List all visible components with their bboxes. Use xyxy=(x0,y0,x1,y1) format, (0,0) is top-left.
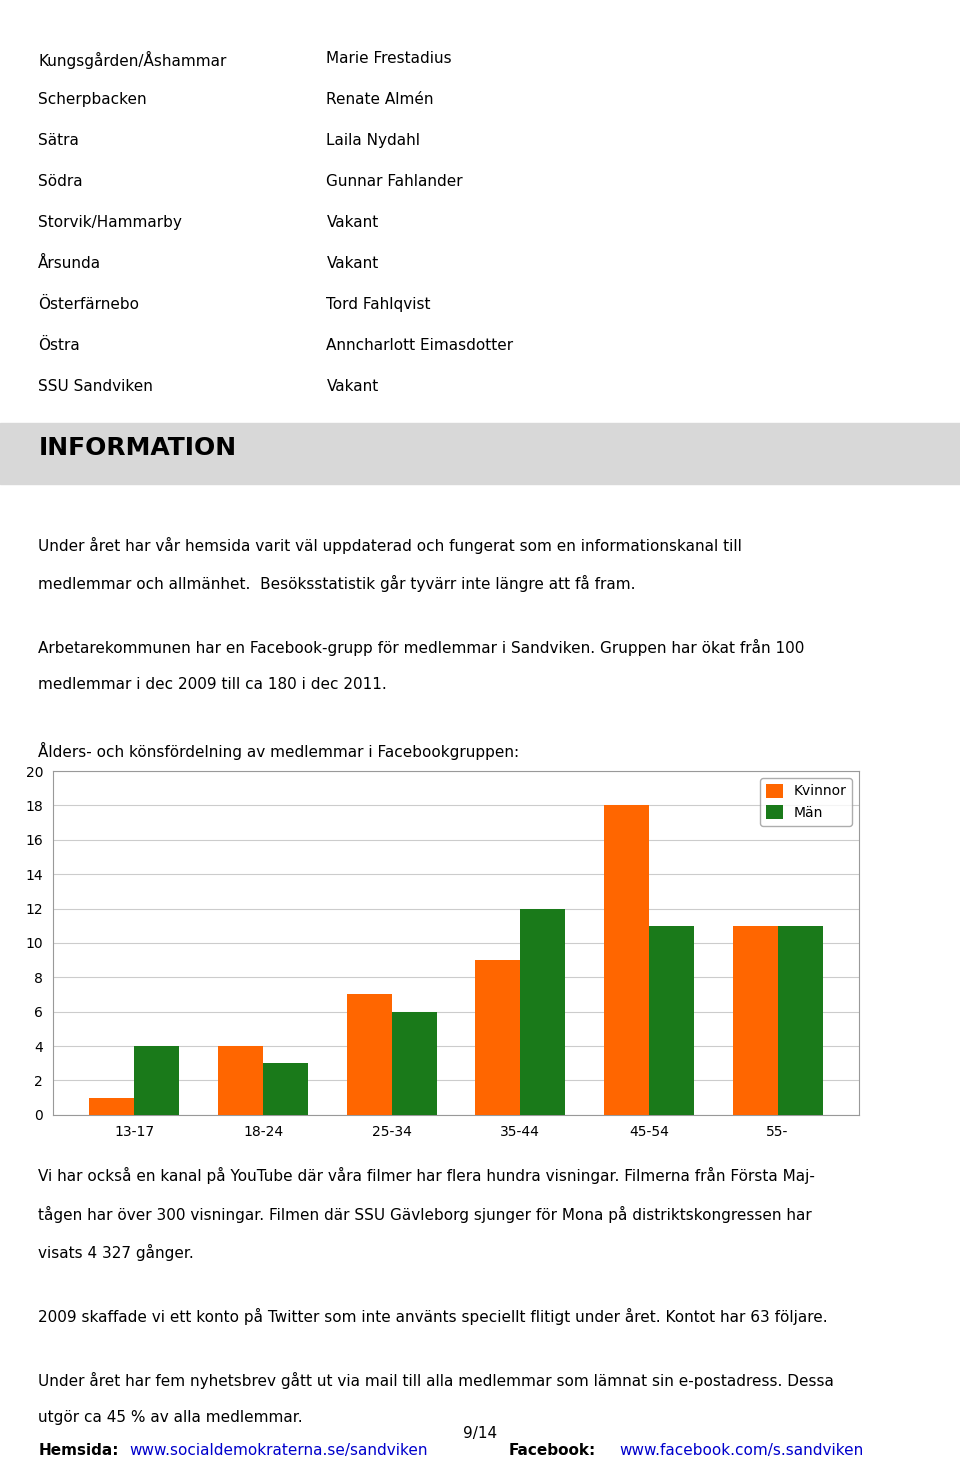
Text: Facebook:: Facebook: xyxy=(509,1443,596,1457)
Bar xyxy=(604,806,649,1115)
Text: Arbetarekommunen har en Facebook-grupp för medlemmar i Sandviken. Gruppen har ök: Arbetarekommunen har en Facebook-grupp f… xyxy=(38,639,804,657)
Bar xyxy=(649,926,694,1115)
Text: Gunnar Fahlander: Gunnar Fahlander xyxy=(326,174,463,189)
Text: INFORMATION: INFORMATION xyxy=(38,436,236,459)
Text: Österfärnebo: Österfärnebo xyxy=(38,297,139,312)
Text: Scherpbacken: Scherpbacken xyxy=(38,92,147,107)
Text: tågen har över 300 visningar. Filmen där SSU Gävleborg sjunger för Mona på distr: tågen har över 300 visningar. Filmen där… xyxy=(38,1206,812,1223)
Text: Vakant: Vakant xyxy=(326,379,378,394)
Text: Laila Nydahl: Laila Nydahl xyxy=(326,133,420,148)
Text: Hemsida:: Hemsida: xyxy=(38,1443,119,1457)
Text: Under året har vår hemsida varit väl uppdaterad och fungerat som en informations: Under året har vår hemsida varit väl upp… xyxy=(38,537,742,554)
Text: Renate Almén: Renate Almén xyxy=(326,92,434,107)
Text: 9/14: 9/14 xyxy=(463,1426,497,1441)
Text: visats 4 327 gånger.: visats 4 327 gånger. xyxy=(38,1244,194,1261)
Bar xyxy=(778,926,823,1115)
Text: www.facebook.com/s.sandviken: www.facebook.com/s.sandviken xyxy=(619,1443,863,1457)
Bar xyxy=(218,1046,263,1115)
Bar xyxy=(732,926,778,1115)
Text: SSU Sandviken: SSU Sandviken xyxy=(38,379,154,394)
Text: utgör ca 45 % av alla medlemmar.: utgör ca 45 % av alla medlemmar. xyxy=(38,1410,303,1425)
Text: Marie Frestadius: Marie Frestadius xyxy=(326,51,452,66)
Bar xyxy=(89,1097,134,1115)
Bar xyxy=(392,1012,437,1115)
Text: Vakant: Vakant xyxy=(326,215,378,230)
Text: Anncharlott Eimasdotter: Anncharlott Eimasdotter xyxy=(326,338,514,353)
Text: medlemmar i dec 2009 till ca 180 i dec 2011.: medlemmar i dec 2009 till ca 180 i dec 2… xyxy=(38,677,387,692)
Text: Kungsgården/Åshammar: Kungsgården/Åshammar xyxy=(38,51,227,69)
Text: Storvik/Hammarby: Storvik/Hammarby xyxy=(38,215,182,230)
Text: Sätra: Sätra xyxy=(38,133,80,148)
Bar xyxy=(347,995,392,1115)
Bar xyxy=(134,1046,180,1115)
Text: Årsunda: Årsunda xyxy=(38,256,102,271)
Text: www.socialdemokraterna.se/sandviken: www.socialdemokraterna.se/sandviken xyxy=(130,1443,428,1457)
Text: medlemmar och allmänhet.  Besöksstatistik går tyvärr inte längre att få fram.: medlemmar och allmänhet. Besöksstatistik… xyxy=(38,575,636,593)
Bar xyxy=(263,1064,308,1115)
Bar xyxy=(520,909,565,1115)
Legend: Kvinnor, Män: Kvinnor, Män xyxy=(760,778,852,825)
Bar xyxy=(0,423,960,484)
Text: Vi har också en kanal på YouTube där våra filmer har flera hundra visningar. Fil: Vi har också en kanal på YouTube där vår… xyxy=(38,1167,815,1185)
Text: Vakant: Vakant xyxy=(326,256,378,271)
Text: Södra: Södra xyxy=(38,174,83,189)
Text: Tord Fahlqvist: Tord Fahlqvist xyxy=(326,297,431,312)
Text: 2009 skaffade vi ett konto på Twitter som inte använts speciellt flitigt under å: 2009 skaffade vi ett konto på Twitter so… xyxy=(38,1308,828,1325)
Bar xyxy=(475,960,520,1115)
Text: Ålders- och könsfördelning av medlemmar i Facebookgruppen:: Ålders- och könsfördelning av medlemmar … xyxy=(38,742,519,759)
Text: Östra: Östra xyxy=(38,338,80,353)
Text: Under året har fem nyhetsbrev gått ut via mail till alla medlemmar som lämnat si: Under året har fem nyhetsbrev gått ut vi… xyxy=(38,1372,834,1390)
